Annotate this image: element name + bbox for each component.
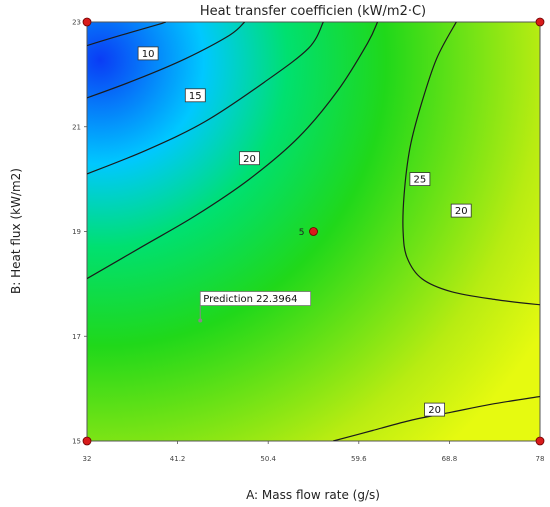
contour-label: 25 [414, 175, 427, 186]
contour-label-box [137, 46, 159, 61]
y-tick-label: 23 [72, 19, 81, 27]
x-tick-label: 78 [536, 455, 545, 463]
design-point-label: 5 [299, 228, 305, 238]
contour-line-3 [87, 22, 379, 280]
contour-line-2 [87, 22, 324, 175]
design-point [309, 227, 318, 236]
x-axis-ticks: 32 41.2 50.4 59.6 68.8 78 [83, 441, 545, 463]
contour-line-1 [87, 22, 246, 99]
contour-label-box [450, 203, 472, 218]
prediction-marker [198, 318, 203, 323]
design-points: 5 [82, 17, 545, 446]
x-tick-label: 59.6 [351, 455, 367, 463]
y-axis-ticks: 15 17 19 21 23 [72, 19, 87, 446]
contour-label-box [424, 402, 446, 417]
prediction-box [199, 291, 312, 306]
x-tick-label: 50.4 [260, 455, 276, 463]
chart-title: Heat transfer coefficien (kW/m2·C) [200, 4, 426, 19]
y-tick-label: 17 [72, 333, 81, 341]
prediction-label: Prediction 22.3964 [203, 294, 297, 305]
x-tick-label: 32 [83, 455, 92, 463]
design-point [535, 17, 545, 27]
contour-label-box [239, 151, 260, 166]
y-axis-label: B: Heat flux (kW/m2) [9, 168, 23, 294]
y-tick-label: 21 [72, 123, 81, 131]
contour-line-0 [87, 22, 166, 47]
contour-label: 10 [142, 49, 155, 60]
contour-label: 20 [428, 405, 441, 416]
x-tick-label: 41.2 [170, 455, 186, 463]
prediction-annotation: Prediction 22.3964 [198, 291, 312, 323]
contour-label-box [184, 88, 206, 103]
design-point [82, 17, 92, 27]
y-tick-label: 15 [72, 438, 81, 446]
design-point [82, 436, 92, 446]
contour-label-box [409, 172, 431, 187]
y-tick-label: 19 [72, 228, 81, 236]
x-tick-label: 68.8 [442, 455, 458, 463]
contour-label: 15 [189, 91, 202, 102]
contour-line-4 [402, 22, 540, 306]
contour-label: 20 [455, 206, 468, 217]
x-axis-label: A: Mass flow rate (g/s) [246, 488, 380, 502]
contour-label: 20 [243, 154, 256, 165]
design-point [535, 436, 545, 446]
contour-labels: 10 15 20 20 25 20 [137, 46, 472, 417]
